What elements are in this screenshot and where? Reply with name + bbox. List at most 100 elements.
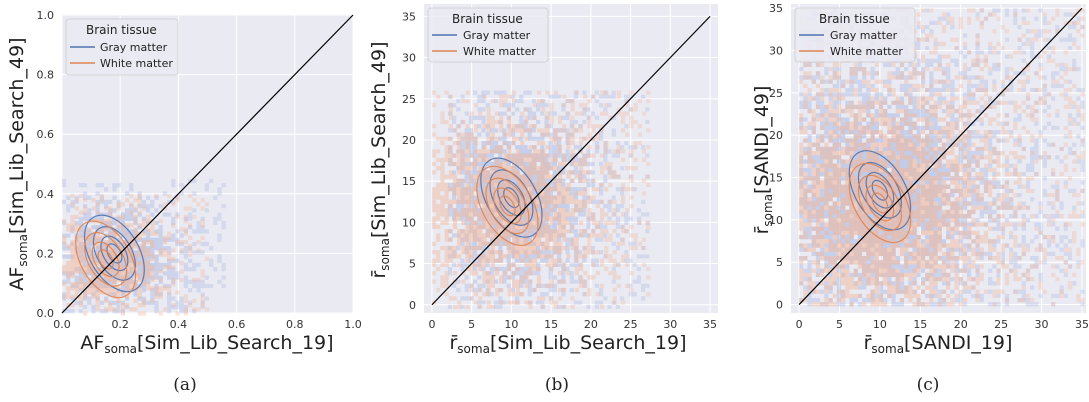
panel-b-gray-matter-bin — [548, 275, 553, 280]
panel-a-gray-matter-bin — [167, 304, 172, 310]
panel-b-white-matter-bin — [532, 266, 537, 272]
panel-a-gray-matter-bin — [221, 220, 226, 226]
panel-b-white-matter-bin — [486, 292, 491, 297]
panel-a-white-matter-bin — [99, 252, 104, 257]
panel-b-gray-matter-bin — [510, 94, 516, 99]
panel-b-white-matter-bin — [536, 283, 542, 288]
panel-b-white-matter-bin — [452, 187, 458, 192]
panel-b-gray-matter-bin — [506, 115, 511, 120]
panel-b-white-matter-bin — [528, 224, 533, 230]
panel-b-white-matter-bin — [452, 271, 458, 276]
panel-b-white-matter-bin — [457, 182, 462, 188]
panel-b-white-matter-bin — [528, 229, 533, 234]
panel-b-white-matter-bin — [545, 191, 550, 196]
panel-a-white-matter-bin — [150, 277, 155, 282]
panel-b-white-matter-bin — [599, 283, 605, 288]
panel-b-white-matter-bin — [465, 237, 470, 242]
panel-b-white-matter-bin — [541, 182, 546, 188]
panel-a-gray-matter-bin — [62, 183, 67, 188]
panel-c-gray-matter-bin — [815, 104, 821, 110]
panel-b-white-matter-bin — [503, 241, 508, 246]
panel-b-white-matter-bin — [486, 254, 491, 259]
panel-a-white-matter-bin — [120, 227, 125, 232]
panel-a-white-matter-bin — [171, 223, 176, 228]
panel-a-gray-matter-bin — [221, 183, 226, 188]
panel-a-gray-matter-bin — [129, 183, 134, 188]
panel-b-gray-matter-bin — [582, 199, 587, 204]
panel-c-gray-matter-bin — [904, 285, 909, 290]
panel-c-gray-matter-bin — [836, 197, 842, 202]
panel-b-gray-matter-bin — [645, 212, 650, 217]
panel-c-gray-matter-bin — [946, 247, 951, 252]
panel-b-white-matter-bin — [465, 208, 470, 213]
panel-b-white-matter-bin — [612, 199, 617, 204]
panel-b-white-matter-bin — [511, 271, 516, 276]
panel-a-gray-matter-bin — [183, 275, 188, 280]
panel-b-white-matter-bin — [557, 287, 563, 293]
panel-b-gray-matter-bin — [632, 292, 637, 297]
panel-a-gray-matter-bin — [137, 212, 142, 217]
panel-b-white-matter-bin — [562, 266, 567, 272]
panel-b-gray-matter-bin — [548, 140, 553, 146]
panel-b-white-matter-bin — [553, 233, 558, 238]
panel-b-white-matter-bin — [633, 103, 638, 108]
panel-c-gray-matter-bin — [916, 25, 921, 30]
panel-b-gray-matter-bin — [510, 132, 516, 137]
panel-b-white-matter-bin — [524, 220, 529, 225]
panel-a-gray-matter-bin — [204, 241, 209, 247]
panel-a-white-matter-bin — [137, 202, 142, 207]
panel-a-white-matter-bin — [125, 282, 130, 287]
panel-b-gray-matter-bin — [599, 103, 604, 108]
panel-b-white-matter-bin — [616, 241, 621, 246]
panel-b-gray-matter-bin — [527, 128, 532, 133]
panel-a-gray-matter-bin — [217, 279, 222, 284]
panel-a-gray-matter-bin — [167, 246, 172, 251]
panel-a-gray-matter-bin — [209, 262, 214, 268]
panel-a-white-matter-bin — [196, 248, 201, 253]
panel-c-gray-matter-bin — [904, 88, 909, 93]
panel-b-gray-matter-bin — [611, 266, 616, 272]
panel-b-ylabel-rest: [Sim_Lib_Search_49] — [368, 41, 390, 238]
panel-b-white-matter-bin — [494, 229, 500, 234]
panel-b-white-matter-bin — [482, 199, 487, 204]
panel-b-white-matter-bin — [457, 170, 462, 175]
panel-b-gray-matter-bin — [561, 115, 566, 120]
panel-a-white-matter-bin — [146, 273, 151, 278]
panel-b-white-matter-bin — [515, 229, 521, 234]
panel-a-gray-matter-bin — [74, 279, 79, 284]
panel-a-gray-matter-bin — [188, 267, 193, 272]
panel-c-gray-matter-bin — [887, 92, 892, 97]
panel-b-white-matter-bin — [511, 140, 516, 146]
panel-a-gray-matter-bin — [78, 229, 83, 234]
panel-b-xlabel: r̄soma[Sim_Lib_Search_19] — [449, 332, 686, 356]
panel-c-gray-matter-bin — [836, 117, 842, 122]
panel-b-white-matter-bin — [532, 258, 537, 263]
panel-a-gray-matter-bin — [213, 195, 218, 200]
panel-c-gray-matter-bin — [803, 277, 808, 282]
panel-b-white-matter-bin — [599, 90, 605, 95]
panel-b-gray-matter-bin — [515, 258, 520, 263]
panel-b-gray-matter-bin — [552, 262, 558, 267]
panel-a-white-matter-bin — [83, 235, 88, 240]
panel-a-white-matter-bin — [74, 261, 79, 266]
panel-b-white-matter-bin — [553, 166, 558, 171]
panel-a-gray-matter-bin — [70, 225, 75, 230]
panel-c-gray-matter-bin — [807, 167, 812, 173]
panel-c-gray-matter-bin — [799, 172, 804, 177]
panel-c-gray-matter-bin — [912, 100, 917, 105]
panel-b-white-matter-bin — [557, 250, 563, 255]
panel-c-gray-matter-bin — [862, 281, 867, 286]
panel-b-white-matter-bin — [499, 254, 504, 259]
panel-b-white-matter-bin — [515, 250, 521, 255]
panel-b-gray-matter-bin — [502, 149, 507, 154]
panel-a-gray-matter-bin — [141, 237, 146, 242]
panel-b-white-matter-bin — [511, 153, 516, 158]
panel-b-white-matter-bin — [578, 199, 584, 204]
panel-b-white-matter-bin — [604, 266, 609, 272]
panel-b-gray-matter-bin — [586, 161, 591, 167]
panel-c-gray-matter-bin — [950, 79, 955, 84]
panel-b-white-matter-bin — [578, 229, 584, 234]
panel-a-white-matter-bin — [150, 269, 155, 274]
panel-b-white-matter-bin — [616, 145, 621, 150]
panel-b-gray-matter-bin — [527, 111, 532, 116]
